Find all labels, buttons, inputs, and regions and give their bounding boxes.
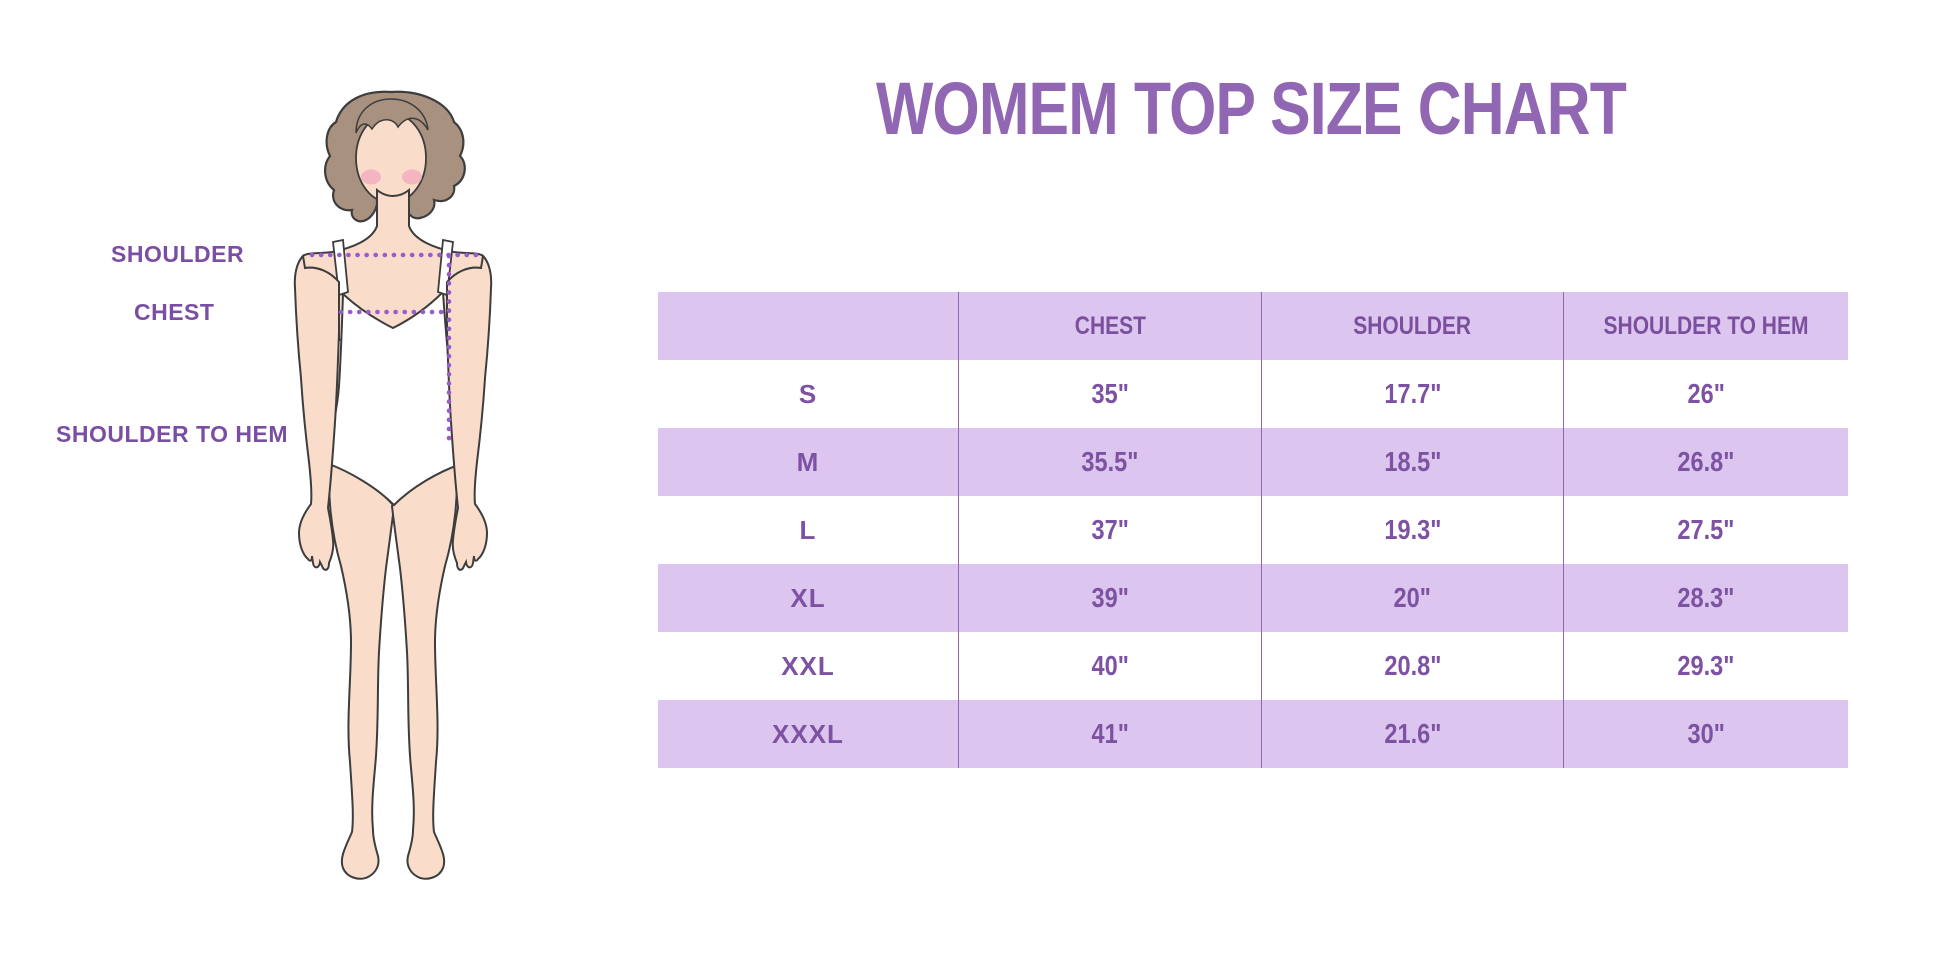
left-strap [332, 238, 349, 297]
shoulder-to-hem-cell: 30" [1563, 700, 1848, 768]
blush-left [361, 169, 381, 185]
chest-cell: 37" [958, 496, 1261, 564]
shoulder-cell: 19.3" [1261, 496, 1563, 564]
size-cell: M [796, 446, 820, 477]
table-row: XXL 40" 20.8" 29.3" [658, 632, 1848, 700]
shoulder-to-hem-cell: 29.3" [1563, 632, 1848, 700]
shoulder-cell: 18.5" [1261, 428, 1563, 496]
size-cell: L [799, 514, 817, 545]
size-table: CHEST SHOULDER SHOULDER TO HEM S 35" 17.… [658, 292, 1848, 768]
shoulder-to-hem-cell: 28.3" [1563, 564, 1848, 632]
chest-cell: 35" [958, 360, 1261, 428]
size-cell: S [798, 378, 818, 409]
size-cell: XL [790, 582, 826, 613]
blush-right [402, 169, 422, 185]
right-arm [446, 253, 493, 571]
table-row: XXXL 41" 21.6" 30" [658, 700, 1848, 768]
shoulder-cell: 21.6" [1261, 700, 1563, 768]
shoulder-cell: 20.8" [1261, 632, 1563, 700]
size-cell: XXXL [772, 718, 844, 749]
header-cell-size [658, 292, 958, 360]
shoulder-to-hem-cell: 26.8" [1563, 428, 1848, 496]
shoulder-label: SHOULDER [111, 241, 245, 267]
chest-cell: 35.5" [958, 428, 1261, 496]
shoulder-cell: 17.7" [1261, 360, 1563, 428]
size-cell: XXL [781, 650, 835, 681]
chest-label: CHEST [134, 299, 215, 325]
shoulder-to-hem-label: SHOULDER TO HEM [56, 421, 288, 447]
page-title: WOMEM TOP SIZE CHART [876, 67, 1627, 150]
shoulder-cell: 20" [1261, 564, 1563, 632]
shoulder-to-hem-cell: 26" [1563, 360, 1848, 428]
face [355, 112, 427, 204]
left-arm [293, 253, 340, 571]
shoulder-to-hem-cell: 27.5" [1563, 496, 1848, 564]
chest-cell: 41" [958, 700, 1261, 768]
table-header-row: CHEST SHOULDER SHOULDER TO HEM [658, 292, 1848, 360]
table-row: M 35.5" 18.5" 26.8" [658, 428, 1848, 496]
header-cell-chest: CHEST [958, 292, 1261, 360]
right-leg [390, 456, 458, 880]
header-cell-shoulder: SHOULDER [1261, 292, 1563, 360]
woman-figure-illustration [210, 80, 590, 920]
woman-figure-svg [293, 90, 493, 880]
hair-fringe [355, 98, 429, 134]
left-leg [328, 456, 396, 880]
chest-cell: 40" [958, 632, 1261, 700]
chest-cell: 39" [958, 564, 1261, 632]
table-row: L 37" 19.3" 27.5" [658, 496, 1848, 564]
table-row: S 35" 17.7" 26" [658, 360, 1848, 428]
table-row: XL 39" 20" 28.3" [658, 564, 1848, 632]
header-cell-shoulder-to-hem: SHOULDER TO HEM [1563, 292, 1848, 360]
